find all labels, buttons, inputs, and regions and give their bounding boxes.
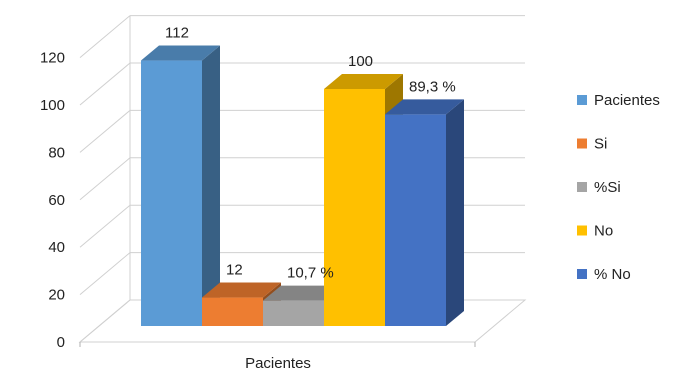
- bar-front: [324, 89, 385, 326]
- y-tick-label: 20: [48, 287, 65, 304]
- gridline-side: [79, 15, 131, 58]
- legend-swatch: [577, 182, 587, 192]
- data-label: 10,7 %: [287, 265, 334, 282]
- legend-swatch: [577, 95, 587, 105]
- data-label: 112: [165, 25, 189, 42]
- gridline-side: [79, 110, 131, 153]
- legend-swatch: [577, 269, 587, 279]
- bar-side: [202, 45, 220, 327]
- bar-top: [141, 45, 220, 61]
- bar-front: [263, 300, 324, 326]
- y-tick-label: 0: [57, 334, 65, 351]
- legend-swatch: [577, 138, 587, 149]
- chart-bars: [141, 45, 464, 327]
- chart-floor: [78, 299, 527, 343]
- gridline-side: [79, 157, 131, 201]
- bar-front: [141, 60, 202, 327]
- bar-top: [385, 99, 464, 115]
- chart-legend: Pacientes Si %Si No % No: [577, 92, 660, 283]
- legend-label: No: [594, 223, 613, 240]
- bar-si: [202, 282, 281, 326]
- y-tick-label: 120: [40, 50, 65, 67]
- bar-front: [385, 114, 446, 326]
- data-label: 100: [348, 53, 373, 70]
- y-axis-tick-labels: 0 20 40 60 80 100 120: [40, 50, 65, 351]
- data-labels: 112 12 10,7 % 100 89,3 %: [165, 25, 456, 282]
- bar-no: [385, 99, 464, 326]
- legend-label: Pacientes: [594, 92, 660, 109]
- bar-pacientes: [141, 45, 220, 327]
- bar-top: [324, 74, 403, 89]
- legend-label: % No: [594, 266, 631, 283]
- data-label: 12: [226, 262, 243, 279]
- y-tick-label: 60: [48, 192, 65, 209]
- bar-top: [202, 282, 281, 298]
- bar-front: [202, 297, 263, 326]
- x-category-label: Pacientes: [245, 355, 311, 372]
- bar-side: [446, 99, 464, 326]
- y-tick-label: 100: [40, 97, 65, 114]
- y-tick-label: 80: [48, 144, 65, 161]
- legend-label: %Si: [594, 179, 621, 196]
- x-axis-category-labels: Pacientes: [245, 355, 311, 372]
- data-label: 89,3 %: [409, 78, 456, 95]
- gridline-side: [79, 204, 131, 248]
- gridline-side: [79, 252, 131, 295]
- legend-label: Si: [594, 136, 607, 153]
- y-tick-label: 40: [48, 239, 65, 256]
- gridline-side: [79, 62, 131, 106]
- legend-swatch: [577, 225, 587, 236]
- bar-top: [263, 285, 342, 301]
